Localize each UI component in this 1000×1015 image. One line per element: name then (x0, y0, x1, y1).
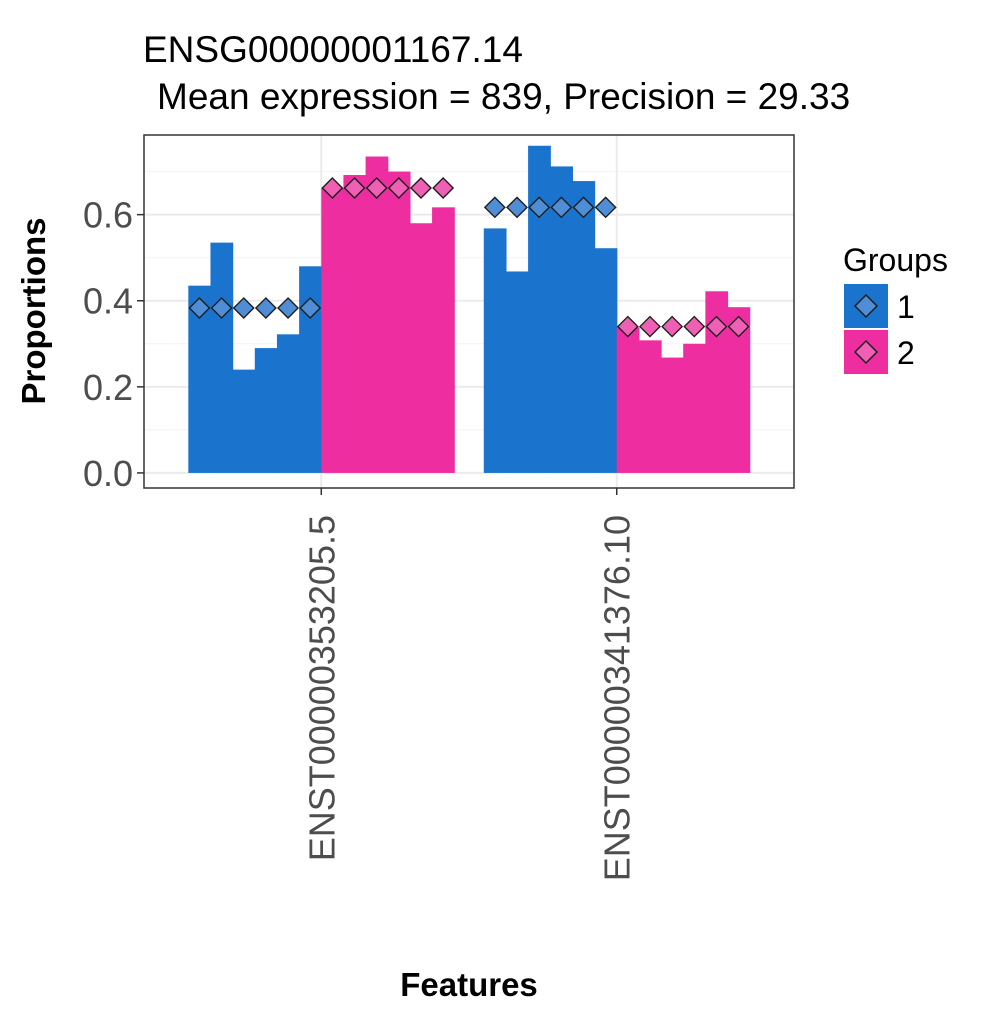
bar-group-2-ENST00000341376.10-sample-6 (727, 307, 751, 473)
y-tick-label: 0.0 (83, 453, 133, 494)
bar-group-2-ENST00000341376.10-sample-4 (683, 343, 706, 473)
mean-marker-group-2-ENST00000353205.5 (343, 176, 366, 199)
mean-marker-group-1-ENST00000341376.10 (483, 196, 506, 219)
mean-marker-group-2-ENST00000353205.5 (387, 176, 410, 199)
mean-marker-group-2-ENST00000341376.10 (683, 315, 706, 338)
mean-marker-group-1-ENST00000341376.10 (506, 196, 529, 219)
mean-marker-group-1-ENST00000353205.5 (188, 297, 211, 320)
legend-marker-group-1 (853, 293, 879, 319)
bar-group-1-ENST00000341376.10-sample-1 (483, 228, 507, 473)
mean-marker-group-2-ENST00000341376.10 (638, 315, 661, 338)
mean-marker-group-2-ENST00000341376.10 (661, 315, 684, 338)
bar-group-2-ENST00000341376.10-sample-1 (616, 327, 640, 473)
bar-group-1-ENST00000353205.5-sample-6 (299, 266, 322, 473)
bar-group-1-ENST00000353205.5-sample-3 (232, 369, 256, 473)
x-tick-label: ENST00000341376.10 (597, 515, 638, 881)
chart-subtitle: Mean expression = 839, Precision = 29.33 (157, 76, 850, 117)
bar-group-1-ENST00000353205.5-sample-5 (276, 334, 300, 473)
x-axis-title: Features (400, 966, 538, 1003)
bar-group-1-ENST00000341376.10-sample-5 (572, 181, 596, 473)
mean-marker-group-1-ENST00000353205.5 (254, 297, 277, 320)
bar-group-2-ENST00000353205.5-sample-5 (409, 223, 433, 473)
y-axis: 0.0 0.2 0.4 0.6 (83, 195, 144, 494)
y-axis-title: Proportions (15, 218, 52, 405)
mean-marker-group-1-ENST00000341376.10 (572, 196, 595, 219)
bar-group-2-ENST00000341376.10-sample-2 (638, 340, 662, 473)
bar-group-2-ENST00000353205.5-sample-1 (321, 187, 345, 473)
mean-markers-layer (188, 176, 750, 338)
y-tick-label: 0.6 (83, 195, 133, 236)
mean-marker-group-2-ENST00000353205.5 (432, 176, 455, 199)
plot-border (143, 134, 795, 489)
x-axis: ENST00000353205.5 ENST00000341376.10 (301, 488, 638, 881)
bar-group-2-ENST00000353205.5-sample-4 (387, 171, 411, 473)
bar-group-2-ENST00000353205.5-sample-3 (365, 156, 389, 473)
bar-group-1-ENST00000341376.10-sample-4 (550, 166, 574, 473)
x-tick-label: ENST00000353205.5 (301, 515, 342, 861)
legend-label-group-2: 2 (897, 335, 915, 371)
bars-layer (188, 145, 751, 473)
bar-group-1-ENST00000353205.5-sample-4 (254, 348, 278, 473)
bar-group-2-ENST00000353205.5-sample-6 (432, 207, 455, 473)
mean-marker-group-1-ENST00000353205.5 (210, 297, 233, 320)
bar-group-2-ENST00000341376.10-sample-5 (705, 291, 729, 473)
mean-marker-group-2-ENST00000353205.5 (321, 176, 344, 199)
y-tick-label: 0.2 (83, 367, 133, 408)
bar-group-1-ENST00000341376.10-sample-3 (528, 145, 551, 473)
bar-group-1-ENST00000353205.5-sample-2 (210, 242, 234, 473)
mean-marker-group-2-ENST00000353205.5 (409, 176, 432, 199)
legend: Groups 1 2 (843, 242, 948, 374)
mean-marker-group-2-ENST00000341376.10 (616, 315, 639, 338)
mean-marker-group-1-ENST00000353205.5 (299, 297, 322, 320)
mean-marker-group-1-ENST00000353205.5 (232, 297, 255, 320)
bar-group-1-ENST00000341376.10-sample-6 (594, 248, 618, 473)
bar-group-1-ENST00000353205.5-sample-1 (188, 285, 212, 473)
bar-group-2-ENST00000353205.5-sample-2 (343, 175, 367, 473)
chart-title: ENSG00000001167.14 (143, 29, 523, 70)
legend-marker-group-2 (853, 339, 879, 365)
legend-label-group-1: 1 (897, 289, 915, 325)
mean-marker-group-1-ENST00000353205.5 (277, 297, 300, 320)
mean-marker-group-1-ENST00000341376.10 (550, 196, 573, 219)
mean-marker-group-2-ENST00000353205.5 (365, 176, 388, 199)
bar-group-2-ENST00000341376.10-sample-3 (661, 357, 684, 473)
mean-marker-group-2-ENST00000341376.10 (727, 315, 750, 338)
bar-group-1-ENST00000341376.10-sample-2 (505, 271, 529, 473)
legend-title: Groups (843, 242, 948, 278)
y-tick-label: 0.4 (83, 281, 133, 322)
mean-marker-group-2-ENST00000341376.10 (705, 315, 728, 338)
mean-marker-group-1-ENST00000341376.10 (528, 196, 551, 219)
mean-marker-group-1-ENST00000341376.10 (594, 196, 617, 219)
